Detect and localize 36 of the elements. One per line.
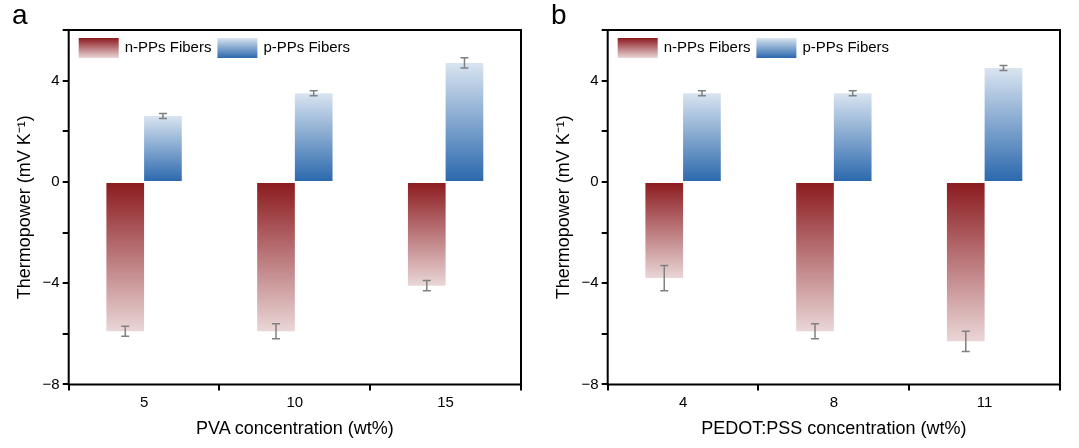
x-tick-label: 11 — [976, 392, 993, 410]
y-tick-label: −4 — [42, 273, 60, 291]
x-tick-label: 4 — [678, 392, 688, 410]
bar — [257, 182, 295, 332]
bar — [106, 182, 145, 332]
y-tick-label: −8 — [42, 374, 60, 392]
bar — [946, 182, 985, 342]
bar — [833, 93, 872, 181]
y-tick-label: 0 — [51, 172, 60, 190]
bar — [407, 182, 446, 286]
x-axis-title: PVA concentration (wt%) — [195, 418, 394, 439]
bar — [683, 93, 721, 181]
legend-label: p-PPs Fibers — [263, 38, 351, 56]
x-tick-label: 5 — [139, 392, 149, 410]
y-axis-title: Thermopower (mV K⁻¹) — [13, 115, 34, 300]
y-axis-title: Thermopower (mV K⁻¹) — [552, 115, 573, 300]
text: b — [551, 0, 567, 30]
x-tick-label: 15 — [437, 392, 454, 410]
y-tick-label: −4 — [581, 273, 599, 291]
y-tick-label: −8 — [581, 374, 599, 392]
legend-label: p-PPs Fibers — [802, 38, 890, 56]
x-axis-title: PEDOT:PSS concentration (wt%) — [701, 418, 967, 439]
bar — [294, 93, 333, 181]
bar — [144, 116, 182, 181]
bar — [796, 182, 834, 332]
bar — [645, 182, 684, 279]
x-tick-label: 8 — [829, 392, 839, 410]
legend-label: n-PPs Fibers — [124, 38, 212, 56]
bar — [445, 62, 484, 181]
bar — [984, 67, 1023, 181]
legend-label: n-PPs Fibers — [663, 38, 751, 56]
x-tick-label: 10 — [286, 392, 304, 410]
y-tick-label: 0 — [590, 172, 599, 190]
y-tick-label: 4 — [51, 70, 60, 88]
y-tick-label: 4 — [590, 70, 599, 88]
text: a — [12, 0, 28, 30]
